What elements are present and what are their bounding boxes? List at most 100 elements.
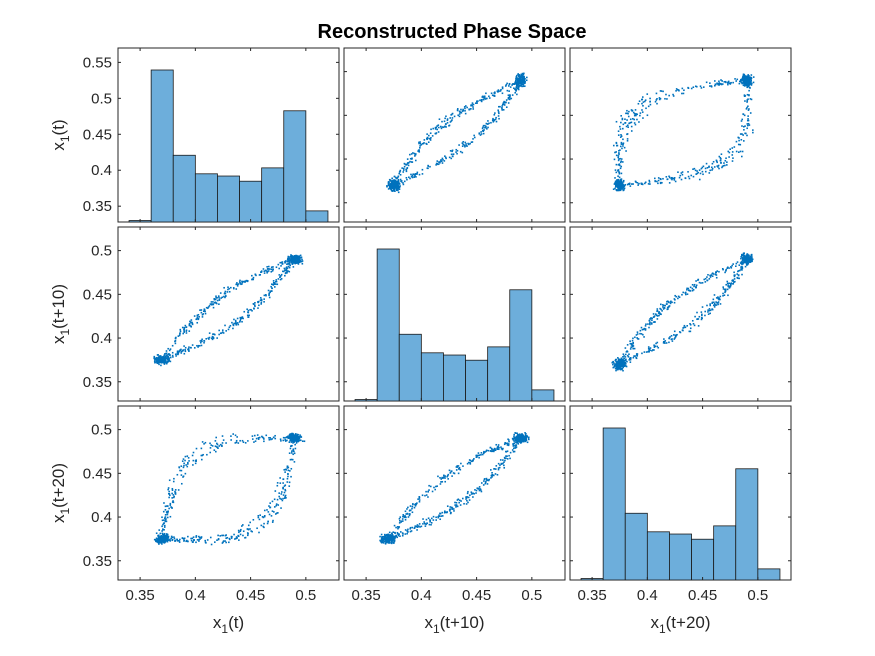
- scatter-point: [749, 87, 751, 89]
- scatter-point: [499, 464, 501, 466]
- scatter-point: [406, 531, 409, 533]
- scatter-point: [268, 293, 270, 295]
- scatter-point: [288, 257, 291, 260]
- scatter-point: [627, 355, 630, 358]
- scatter-point: [281, 499, 284, 502]
- scatter-point: [195, 447, 198, 450]
- scatter-point: [277, 278, 280, 280]
- scatter-point: [158, 357, 161, 359]
- y-tick-label: 0.55: [83, 54, 112, 71]
- scatter-point: [695, 173, 697, 175]
- scatter-point: [182, 332, 185, 335]
- scatter-point: [468, 108, 470, 111]
- scatter-point: [385, 534, 388, 537]
- scatter-point: [649, 318, 651, 320]
- scatter-point: [274, 513, 277, 515]
- scatter-point: [746, 124, 749, 127]
- scatter-point: [750, 74, 753, 76]
- scatter-point: [522, 437, 525, 440]
- scatter-point: [397, 175, 400, 178]
- scatter-point: [494, 118, 497, 121]
- scatter-point: [239, 279, 241, 282]
- scatter-point: [412, 503, 414, 505]
- scatter-point: [744, 255, 747, 258]
- scatter-point: [394, 190, 396, 193]
- scatter-point: [402, 183, 405, 186]
- scatter-point: [164, 361, 167, 364]
- scatter-point: [160, 361, 163, 364]
- scatter-point: [624, 361, 627, 364]
- scatter-point: [251, 530, 253, 533]
- scatter-point: [208, 336, 211, 339]
- scatter-point: [672, 93, 674, 96]
- scatter-point: [481, 95, 484, 98]
- scatter-point: [179, 330, 182, 333]
- scatter-point: [687, 287, 690, 290]
- scatter-point: [295, 442, 298, 444]
- scatter-point: [743, 258, 746, 260]
- scatter-point: [519, 441, 522, 444]
- scatter-point: [647, 105, 650, 108]
- scatter-point: [738, 151, 740, 153]
- scatter-point: [732, 263, 734, 265]
- scatter-point: [381, 540, 384, 542]
- scatter-point: [475, 489, 478, 492]
- scatter-point: [746, 84, 749, 87]
- scatter-point: [484, 481, 487, 484]
- scatter-point: [412, 173, 415, 175]
- scatter-point: [424, 494, 426, 497]
- scatter-point: [164, 514, 167, 516]
- scatter-point: [269, 290, 272, 293]
- scatter-point: [439, 476, 441, 479]
- scatter-point: [450, 470, 453, 472]
- scatter-point: [486, 128, 488, 130]
- scatter-point: [228, 290, 231, 293]
- scatter-point: [161, 543, 163, 545]
- scatter-point: [619, 128, 622, 130]
- scatter-point: [706, 279, 708, 282]
- scatter-point: [197, 318, 200, 321]
- scatter-point: [522, 80, 525, 82]
- scatter-point: [451, 475, 453, 477]
- scatter-point: [408, 161, 410, 164]
- scatter-point: [650, 317, 652, 319]
- scatter-point: [188, 346, 190, 348]
- scatter-point: [651, 349, 653, 352]
- scatter-point: [162, 356, 165, 358]
- scatter-point: [394, 184, 397, 186]
- scatter-point: [659, 177, 662, 180]
- scatter-point: [740, 257, 742, 260]
- scatter-point: [423, 139, 426, 141]
- scatter-point: [387, 188, 390, 190]
- scatter-point: [296, 436, 298, 438]
- scatter-point: [690, 87, 693, 90]
- scatter-point: [409, 530, 412, 533]
- scatter-point: [407, 162, 409, 164]
- scatter-point: [482, 124, 485, 127]
- scatter-point: [156, 362, 159, 365]
- scatter-point: [162, 538, 164, 541]
- scatter-point: [633, 114, 636, 117]
- scatter-point: [615, 142, 618, 145]
- scatter-point: [488, 97, 491, 99]
- scatter-point: [512, 443, 515, 445]
- scatter-point: [700, 87, 703, 89]
- scatter-point: [520, 85, 523, 87]
- scatter-point: [163, 534, 166, 536]
- scatter-point: [439, 161, 441, 164]
- scatter-point: [747, 109, 750, 111]
- scatter-point: [396, 180, 398, 183]
- scatter-point: [214, 445, 217, 448]
- scatter-point: [414, 159, 417, 162]
- scatter-point: [484, 482, 487, 485]
- scatter-point: [238, 321, 241, 323]
- scatter-point: [524, 440, 527, 443]
- scatter-point: [644, 182, 646, 185]
- scatter-point: [468, 499, 471, 501]
- scatter-point: [292, 434, 295, 436]
- scatter-point: [517, 439, 520, 442]
- scatter-point: [624, 353, 627, 356]
- scatter-point: [701, 317, 703, 320]
- scatter-point: [506, 82, 508, 85]
- scatter-point: [405, 513, 408, 515]
